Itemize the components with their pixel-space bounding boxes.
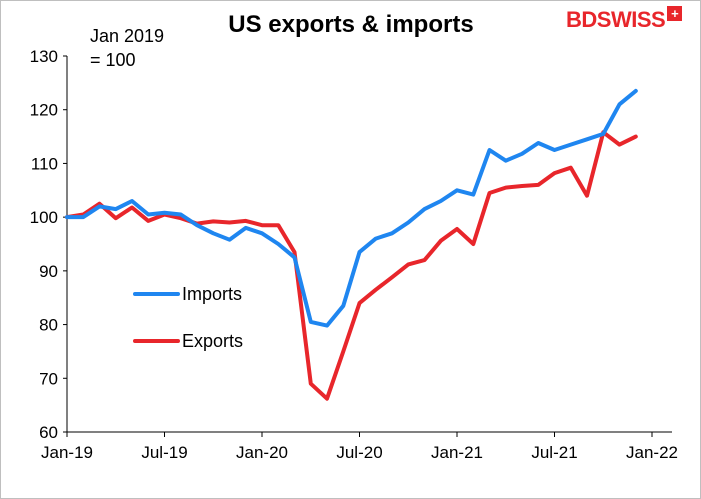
index-note-line1: Jan 2019 (90, 26, 164, 46)
legend: Imports Exports (133, 284, 243, 351)
y-tick-label: 130 (30, 47, 58, 66)
x-tick-label: Jul-19 (141, 443, 187, 462)
y-tick-label: 100 (30, 208, 58, 227)
y-tick-label: 120 (30, 101, 58, 120)
x-tick-label: Jul-21 (531, 443, 577, 462)
y-tick-label: 110 (31, 154, 58, 173)
series-layer (65, 88, 638, 401)
x-tick-label: Jan-20 (236, 443, 288, 462)
y-tick-label: 60 (39, 423, 58, 442)
index-note-line2: = 100 (90, 50, 136, 70)
series-line-exports (65, 130, 638, 401)
brand-plus-icon: + (667, 6, 683, 21)
x-tick-label: Jan-19 (41, 443, 93, 462)
legend-label-exports: Exports (182, 331, 243, 351)
legend-label-imports: Imports (182, 284, 242, 304)
chart-title: US exports & imports (228, 11, 473, 38)
x-tick-label: Jan-22 (626, 443, 678, 462)
brand-logo-part2: SWISS (596, 7, 666, 32)
brand-logo: BDSWISS + (566, 6, 683, 33)
x-tick-label: Jul-20 (336, 443, 382, 462)
y-tick-label: 80 (39, 316, 58, 335)
series-line-imports (65, 88, 638, 328)
y-tick-label: 90 (39, 262, 58, 281)
brand-logo-part1: BD (566, 7, 597, 32)
y-tick-label: 70 (39, 369, 58, 388)
x-tick-label: Jan-21 (431, 443, 483, 462)
axes: 60 70 80 90 100 110 120 130 Jan-19 Jul-19 Jan-20 Ju… (30, 47, 678, 462)
